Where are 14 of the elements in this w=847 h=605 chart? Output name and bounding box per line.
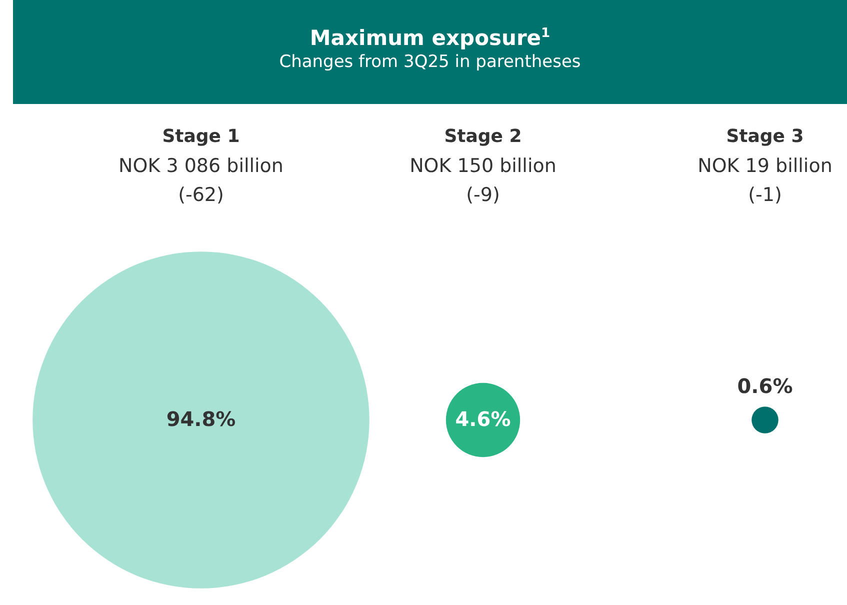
text: NOK 19 billion bbox=[698, 155, 832, 177]
data-label: 0.6% bbox=[737, 374, 793, 398]
text: (-9) bbox=[466, 184, 500, 206]
category-label: Stage 2 bbox=[444, 126, 522, 147]
category-label: Stage 3 bbox=[726, 126, 804, 147]
text: (-62) bbox=[178, 184, 224, 206]
data-label: 4.6% bbox=[455, 407, 511, 431]
category-label: Stage 1 bbox=[162, 126, 240, 147]
text: Maximum exposure$^{1}$ bbox=[308, 26, 552, 50]
text: NOK 3 086 billion bbox=[118, 155, 284, 177]
text: NOK 150 billion bbox=[410, 155, 556, 177]
text: Changes from 3Q25 in parentheses bbox=[278, 52, 582, 72]
data-label: 94.8% bbox=[166, 407, 236, 431]
text: (-1) bbox=[748, 184, 782, 206]
